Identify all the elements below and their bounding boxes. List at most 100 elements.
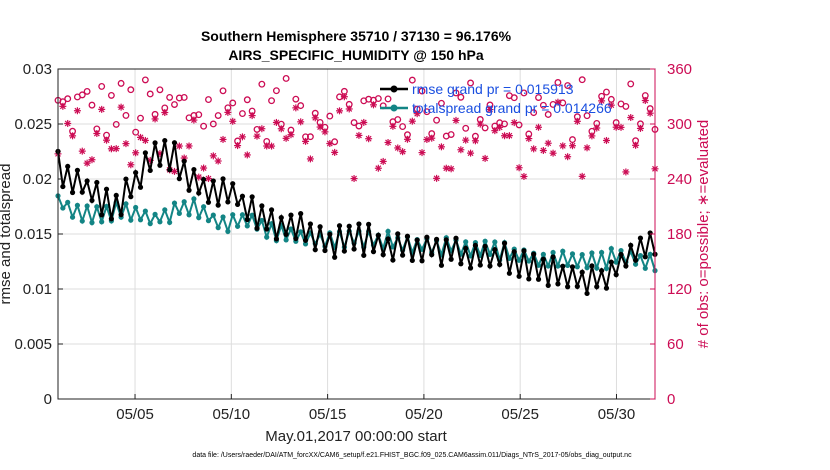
rmse-point <box>535 276 542 282</box>
possible-obs-marker <box>238 110 246 117</box>
rmse-point <box>341 248 347 254</box>
rmse-point <box>283 231 289 237</box>
evaluated-obs-marker <box>573 117 581 125</box>
rmse-point <box>322 247 328 254</box>
possible-obs-marker <box>132 128 140 136</box>
spread-point <box>142 208 148 214</box>
evaluated-obs-marker <box>646 109 654 117</box>
asterisk-stroke <box>200 165 207 171</box>
evaluated-obs-marker <box>258 125 266 133</box>
spread-point <box>298 229 304 235</box>
possible-obs-marker <box>107 91 115 99</box>
spread-point <box>647 251 653 257</box>
asterisk-stroke <box>554 99 561 106</box>
asterisk-stroke <box>278 125 285 132</box>
asterisk-stroke <box>322 128 328 135</box>
asterisk-stroke <box>152 115 159 122</box>
rmse-point <box>249 194 255 200</box>
chart-title: Southern Hemisphere 35710 / 37130 = 96.1… <box>201 28 512 44</box>
asterisk-stroke <box>647 110 654 117</box>
evaluated-obs-marker <box>268 142 276 150</box>
right-axis-ticks: 0 60 120 180 240 300 360 <box>650 61 692 408</box>
evaluated-obs-marker <box>535 123 543 131</box>
spread-point <box>487 251 493 258</box>
asterisk-stroke <box>394 145 401 151</box>
rmse-point <box>429 252 435 258</box>
spread-point <box>157 219 163 225</box>
asterisk-stroke <box>171 168 178 175</box>
possible-obs-marker <box>578 76 586 84</box>
rmse-point <box>545 282 551 288</box>
spread-point <box>565 262 571 268</box>
rmse-point <box>79 189 85 195</box>
rmse-point <box>332 254 338 260</box>
asterisk-stroke <box>545 140 552 147</box>
rmse-point <box>400 252 406 258</box>
rmse-point <box>409 257 415 264</box>
rmse-point <box>603 285 610 291</box>
asterisk-stroke <box>98 106 105 113</box>
possible-obs-marker <box>229 99 237 107</box>
possible-obs-marker <box>83 87 91 95</box>
asterisk-stroke <box>569 142 576 149</box>
possible-obs-marker <box>433 116 441 124</box>
asterisk-stroke <box>108 145 115 152</box>
evaluated-obs-marker <box>151 115 159 123</box>
rmse-point <box>477 262 483 268</box>
evaluated-obs-marker <box>355 131 363 139</box>
asterisk-stroke <box>516 164 523 171</box>
evaluated-obs-marker <box>539 146 547 154</box>
evaluated-obs-marker <box>331 148 339 156</box>
asterisk-stroke <box>632 142 639 149</box>
rmse-point <box>234 201 241 208</box>
rmse-point <box>443 237 449 243</box>
evaluated-obs-marker <box>345 105 353 113</box>
rmse-point <box>584 290 590 297</box>
x-tick-label: 05/20 <box>405 406 443 423</box>
rmse-point <box>569 264 576 270</box>
rmse-point <box>487 263 493 269</box>
asterisk-stroke <box>312 114 319 121</box>
asterisk-stroke <box>113 145 120 152</box>
asterisk-stroke <box>239 133 246 140</box>
rmse-point <box>317 224 323 230</box>
evaluated-obs-marker <box>476 120 484 128</box>
evaluated-obs-marker <box>607 101 615 109</box>
asterisk-stroke <box>584 144 590 151</box>
spread-point <box>574 264 580 270</box>
asterisk-stroke <box>433 175 440 182</box>
evaluated-obs-marker <box>471 137 479 145</box>
asterisk-stroke <box>220 136 226 143</box>
possible-obs-marker <box>539 101 547 109</box>
asterisk-stroke <box>588 132 595 139</box>
asterisk-stroke <box>341 93 348 100</box>
rmse-point <box>521 248 527 254</box>
spread-point <box>215 225 221 231</box>
rmse-point <box>608 259 614 265</box>
spread-point <box>137 217 144 223</box>
evaluated-obs-marker <box>297 118 305 126</box>
rmse-point <box>370 249 377 255</box>
possible-obs-marker <box>520 89 528 97</box>
rmse-point <box>458 261 464 267</box>
possible-obs-marker <box>292 95 300 103</box>
rmse-point <box>137 184 144 190</box>
rmse-point <box>128 194 134 200</box>
asterisk-stroke <box>336 107 343 114</box>
rmse-point <box>293 235 299 242</box>
evaluated-obs-marker <box>564 153 572 161</box>
evaluated-obs-marker <box>127 161 135 169</box>
evaluated-obs-marker <box>408 117 416 125</box>
spread-point <box>545 263 551 269</box>
possible-obs-marker <box>214 112 222 119</box>
evaluated-obs-marker <box>389 122 397 130</box>
x-tick-label: 05/10 <box>213 406 251 423</box>
rmse-point <box>60 183 66 190</box>
evaluated-obs-marker <box>442 164 450 172</box>
spread-point <box>234 223 241 229</box>
asterisk-stroke <box>521 173 527 180</box>
rmse-point <box>467 265 474 271</box>
rmse-point <box>555 281 561 287</box>
spread-point <box>79 218 85 224</box>
evaluated-obs-marker <box>593 124 601 132</box>
